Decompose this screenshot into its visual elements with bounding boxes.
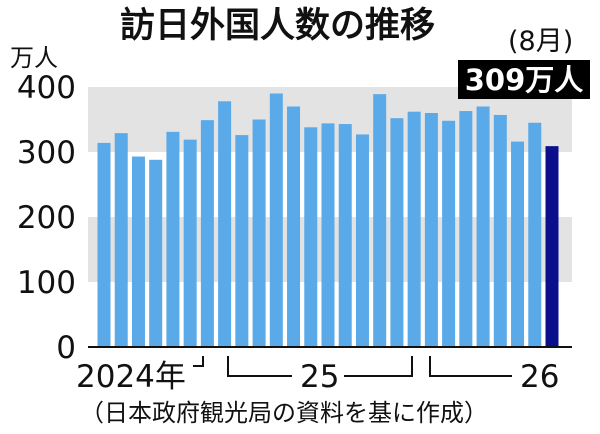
highlight-month-label: (8月) <box>508 26 573 57</box>
bar <box>390 118 404 347</box>
bar <box>269 93 283 347</box>
bar <box>114 133 128 347</box>
bar <box>442 120 456 347</box>
chart-title: 訪日外国人数の推移 <box>120 6 435 46</box>
bracket-2026-left <box>429 356 512 377</box>
bracket-2025-right <box>344 356 413 377</box>
bar-highlight <box>545 146 559 347</box>
year-label-2025: 25 <box>300 359 339 395</box>
bar <box>338 124 352 347</box>
bar <box>235 135 249 347</box>
source-note: （日本政府観光局の資料を基に作成） <box>80 399 488 427</box>
bar <box>321 123 335 348</box>
bar <box>149 159 163 347</box>
year-brackets <box>193 356 512 377</box>
bar <box>131 156 145 347</box>
bar <box>493 114 507 347</box>
bar <box>407 111 421 347</box>
bar <box>252 119 266 347</box>
y-tick-label: 300 <box>17 135 76 171</box>
y-axis-unit: 万人 <box>10 44 58 72</box>
bars <box>97 93 559 348</box>
bar <box>183 139 197 347</box>
year-label-2024: 2024年 <box>76 359 186 395</box>
callout-value: 309万人 <box>465 63 584 97</box>
callout-box <box>458 60 590 99</box>
bar <box>459 111 473 347</box>
bar <box>528 122 542 347</box>
bar <box>476 106 490 347</box>
bar <box>355 134 369 347</box>
bar <box>97 142 111 347</box>
y-tick-label: 200 <box>17 200 76 236</box>
bar <box>200 120 214 348</box>
bar <box>304 127 318 347</box>
y-tick-labels: 0 100 200 300 400 <box>17 70 76 366</box>
bracket-2025-left <box>227 356 292 377</box>
y-tick-label: 0 <box>56 330 76 366</box>
bar <box>424 113 438 347</box>
bar <box>511 141 525 347</box>
bar <box>166 131 180 347</box>
bracket-2024-end <box>193 356 204 367</box>
bar <box>373 94 387 348</box>
year-label-2026: 26 <box>520 359 559 395</box>
y-tick-label: 100 <box>17 265 76 301</box>
y-tick-label: 400 <box>17 70 76 106</box>
bar <box>287 106 301 347</box>
year-labels: 2024年 25 26 <box>76 359 559 395</box>
bar <box>218 101 232 347</box>
